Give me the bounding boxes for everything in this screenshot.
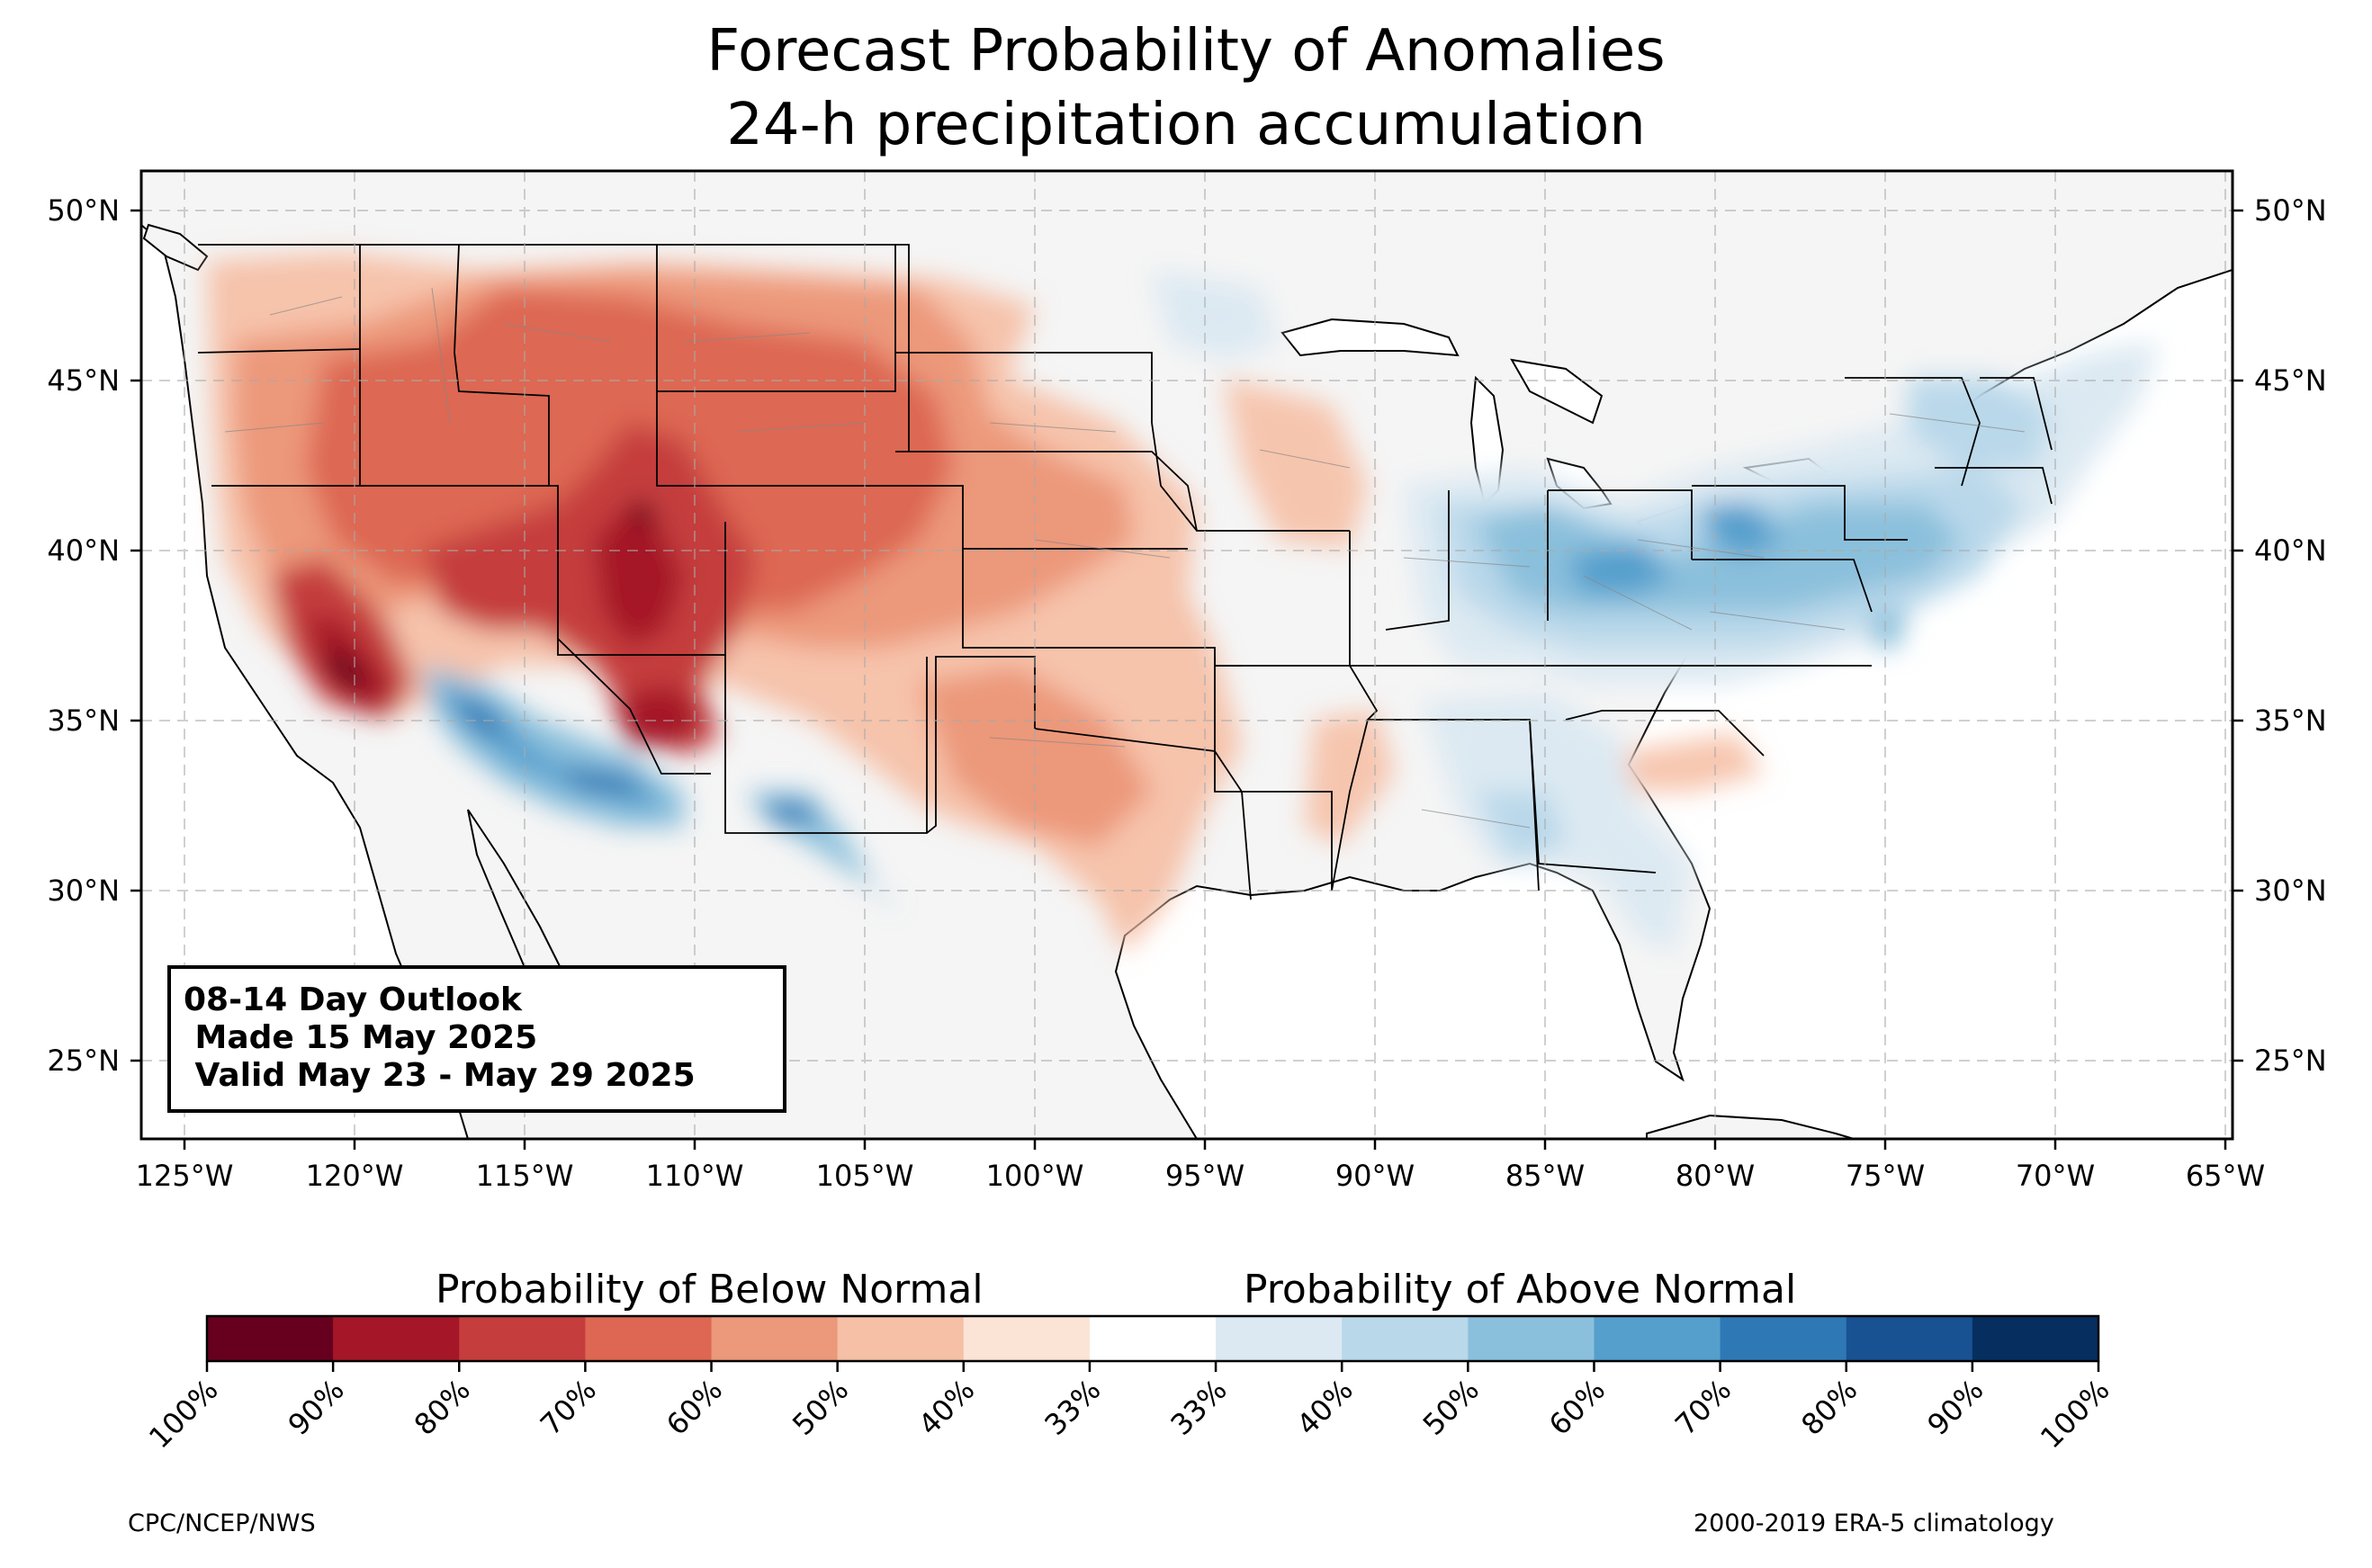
colorbar-swatch [963, 1316, 1091, 1361]
colorbar-swatch [1089, 1316, 1217, 1361]
county-lines [224, 287, 2026, 829]
lat-tick-label: 25°N [2254, 1044, 2327, 1078]
lat-tick-label: 35°N [47, 703, 120, 738]
lon-tick-label: 100°W [986, 1159, 1084, 1193]
lon-tick-label: 65°W [2186, 1159, 2265, 1193]
colorbar-swatch [1846, 1316, 1973, 1361]
colorbar-swatch [1720, 1316, 1847, 1361]
colorbar-tick-label: 70% [534, 1373, 603, 1442]
lon-tick-label: 120°W [306, 1159, 404, 1193]
colorbar-swatch [711, 1316, 839, 1361]
colorbar-swatch [1972, 1316, 2099, 1361]
colorbar-tick-label: 60% [1542, 1373, 1612, 1442]
lon-tick-label: 125°W [136, 1159, 234, 1193]
lat-tick-label: 50°N [47, 193, 120, 228]
outlook-info-box: 08-14 Day Outlook Made 15 May 2025 Valid… [167, 965, 786, 1113]
lat-tick-label: 50°N [2254, 193, 2327, 228]
colorbar-swatch [1468, 1316, 1595, 1361]
lat-tick-label: 45°N [2254, 363, 2327, 398]
colorbar-tick-label: 80% [1794, 1373, 1864, 1442]
lon-tick-labels: 125°W 120°W 115°W 110°W 105°W 100°W 95°W… [136, 1159, 2266, 1193]
above-normal-label: Probability of Above Normal [1244, 1267, 1797, 1313]
lat-tick-label: 30°N [47, 874, 120, 908]
made-date: Made 15 May 2025 [184, 1019, 538, 1056]
lat-tick-label: 30°N [2254, 874, 2327, 908]
colorbar-tick-label: 50% [1416, 1373, 1486, 1442]
colorbar-tick-label: 33% [1038, 1373, 1107, 1442]
map-title: Forecast Probability of Anomalies [706, 18, 1666, 85]
outlook-period: 08-14 Day Outlook [184, 981, 522, 1018]
axis-ticks [130, 209, 2243, 1150]
lat-tick-labels-left: 50°N 45°N 40°N 35°N 30°N 25°N [47, 193, 120, 1078]
source-credit: CPC/NCEP/NWS [128, 1510, 316, 1537]
colorbar-tick-label: 90% [1920, 1373, 1990, 1442]
colorbar-tick-label: 100% [2034, 1373, 2116, 1456]
colorbar-tick-labels: 100% 90% 80% 70% 60% 50% 40% 33% 33% 40% 50% 60% 70%… [142, 1373, 2116, 1456]
colorbar-swatch [585, 1316, 713, 1361]
lon-tick-label: 75°W [1846, 1159, 1925, 1193]
colorbar-tick-label: 60% [660, 1373, 729, 1442]
map-frame [139, 169, 2234, 1141]
colorbar-swatch [1594, 1316, 1721, 1361]
colorbar-tick-label: 80% [408, 1373, 477, 1442]
lon-tick-label: 70°W [2016, 1159, 2095, 1193]
lon-tick-label: 105°W [816, 1159, 914, 1193]
valid-dates: Valid May 23 - May 29 2025 [184, 1057, 696, 1094]
colorbar-swatch [1342, 1316, 1469, 1361]
colorbar-tick-label: 100% [142, 1373, 225, 1456]
colorbar-tick-label: 40% [1290, 1373, 1360, 1442]
lon-tick-label: 85°W [1505, 1159, 1585, 1193]
colorbar-frame [205, 1314, 2100, 1363]
colorbar [205, 1314, 2100, 1372]
climatology-note: 2000-2019 ERA-5 climatology [1694, 1510, 2054, 1537]
lon-tick-label: 115°W [476, 1159, 574, 1193]
colorbar-tick-label: 70% [1668, 1373, 1738, 1442]
lat-tick-label: 45°N [47, 363, 120, 398]
colorbar-tick-label: 50% [786, 1373, 855, 1442]
colorbar-tick-label: 90% [282, 1373, 351, 1442]
colorbar-tick-label: 33% [1164, 1373, 1234, 1442]
colorbar-swatch [837, 1316, 965, 1361]
lon-tick-label: 80°W [1676, 1159, 1755, 1193]
lon-tick-label: 110°W [646, 1159, 744, 1193]
map-subtitle: 24-h precipitation accumulation [726, 92, 1646, 158]
lat-tick-label: 40°N [2254, 533, 2327, 568]
colorbar-swatch [1216, 1316, 1343, 1361]
colorbar-tick-label: 40% [912, 1373, 981, 1442]
lat-tick-labels-right: 50°N 45°N 40°N 35°N 30°N 25°N [2254, 193, 2327, 1078]
colorbar-swatch [459, 1316, 586, 1361]
state-boundaries [197, 244, 2053, 900]
below-normal-label: Probability of Below Normal [436, 1267, 984, 1313]
lon-tick-label: 95°W [1165, 1159, 1244, 1193]
lat-tick-label: 25°N [47, 1044, 120, 1078]
lat-tick-label: 40°N [47, 533, 120, 568]
lon-tick-label: 90°W [1335, 1159, 1415, 1193]
colorbar-swatch [333, 1316, 460, 1361]
lat-tick-label: 35°N [2254, 703, 2327, 738]
colorbar-swatch [207, 1316, 334, 1361]
